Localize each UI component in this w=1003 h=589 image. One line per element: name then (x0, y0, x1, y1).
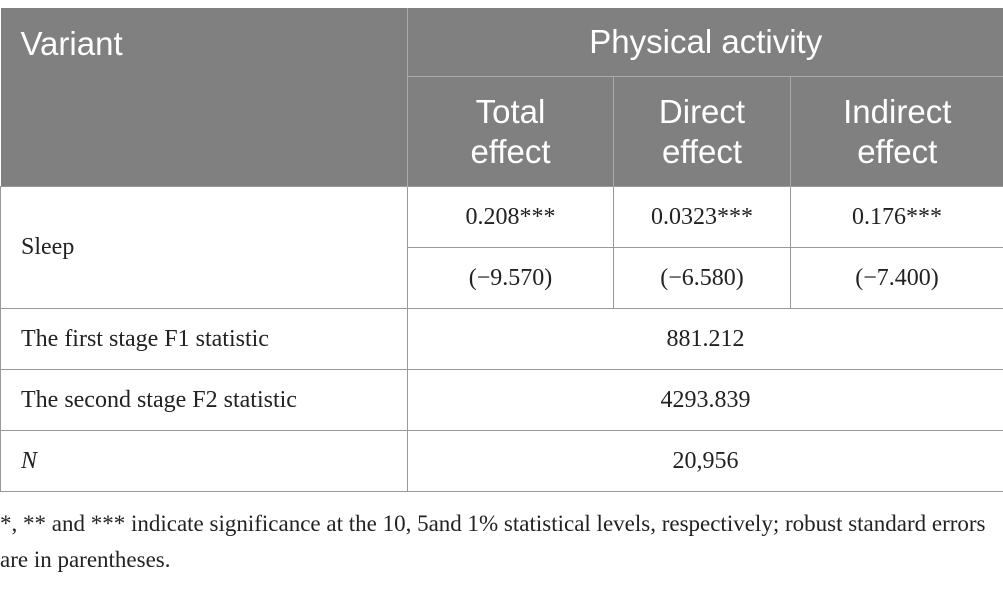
body-row: The first stage F1 statistic 881.212 (0, 308, 1003, 370)
results-table: Variant Physical activity Total effect D… (0, 8, 1003, 492)
column-header-text: Indirect effect (843, 92, 952, 170)
body-row: N 20,956 (0, 430, 1003, 492)
row-label: The second stage F2 statistic (0, 369, 408, 431)
row-label: N (0, 430, 408, 492)
t-value: (−6.580) (613, 247, 791, 309)
group-header: Physical activity (407, 8, 1003, 77)
coefficient: 0.0323*** (613, 186, 791, 248)
body-row: (−9.570) (−6.580) (−7.400) (1, 247, 1003, 309)
header-row: Total effect Direct effect Indirect effe… (1, 76, 1003, 187)
footnote: *, ** and *** indicate significance at t… (0, 511, 986, 572)
t-value: (−7.400) (789, 247, 1003, 309)
coefficient: 0.208*** (407, 186, 614, 248)
coefficient: 0.176*** (789, 186, 1003, 248)
header-row: Variant Physical activity (0, 8, 1003, 187)
body-row: Sleep 0.208*** 0.0323*** 0.176*** (0, 186, 1003, 309)
column-header: Indirect effect (790, 76, 1003, 187)
cell-value: 881.212 (406, 308, 1003, 370)
cell-value: 20,956 (406, 430, 1003, 492)
variant-header: Variant (0, 8, 408, 187)
column-header: Direct effect (613, 76, 791, 187)
body-row: The second stage F2 statistic 4293.839 (0, 369, 1003, 431)
t-value: (−9.570) (407, 247, 614, 309)
row-label: The first stage F1 statistic (0, 308, 408, 370)
column-header-text: Direct effect (658, 92, 746, 170)
row-label: Sleep (0, 186, 408, 309)
cell-value: 4293.839 (406, 369, 1003, 431)
column-header-text: Total effect (470, 92, 551, 170)
column-header: Total effect (407, 76, 614, 187)
